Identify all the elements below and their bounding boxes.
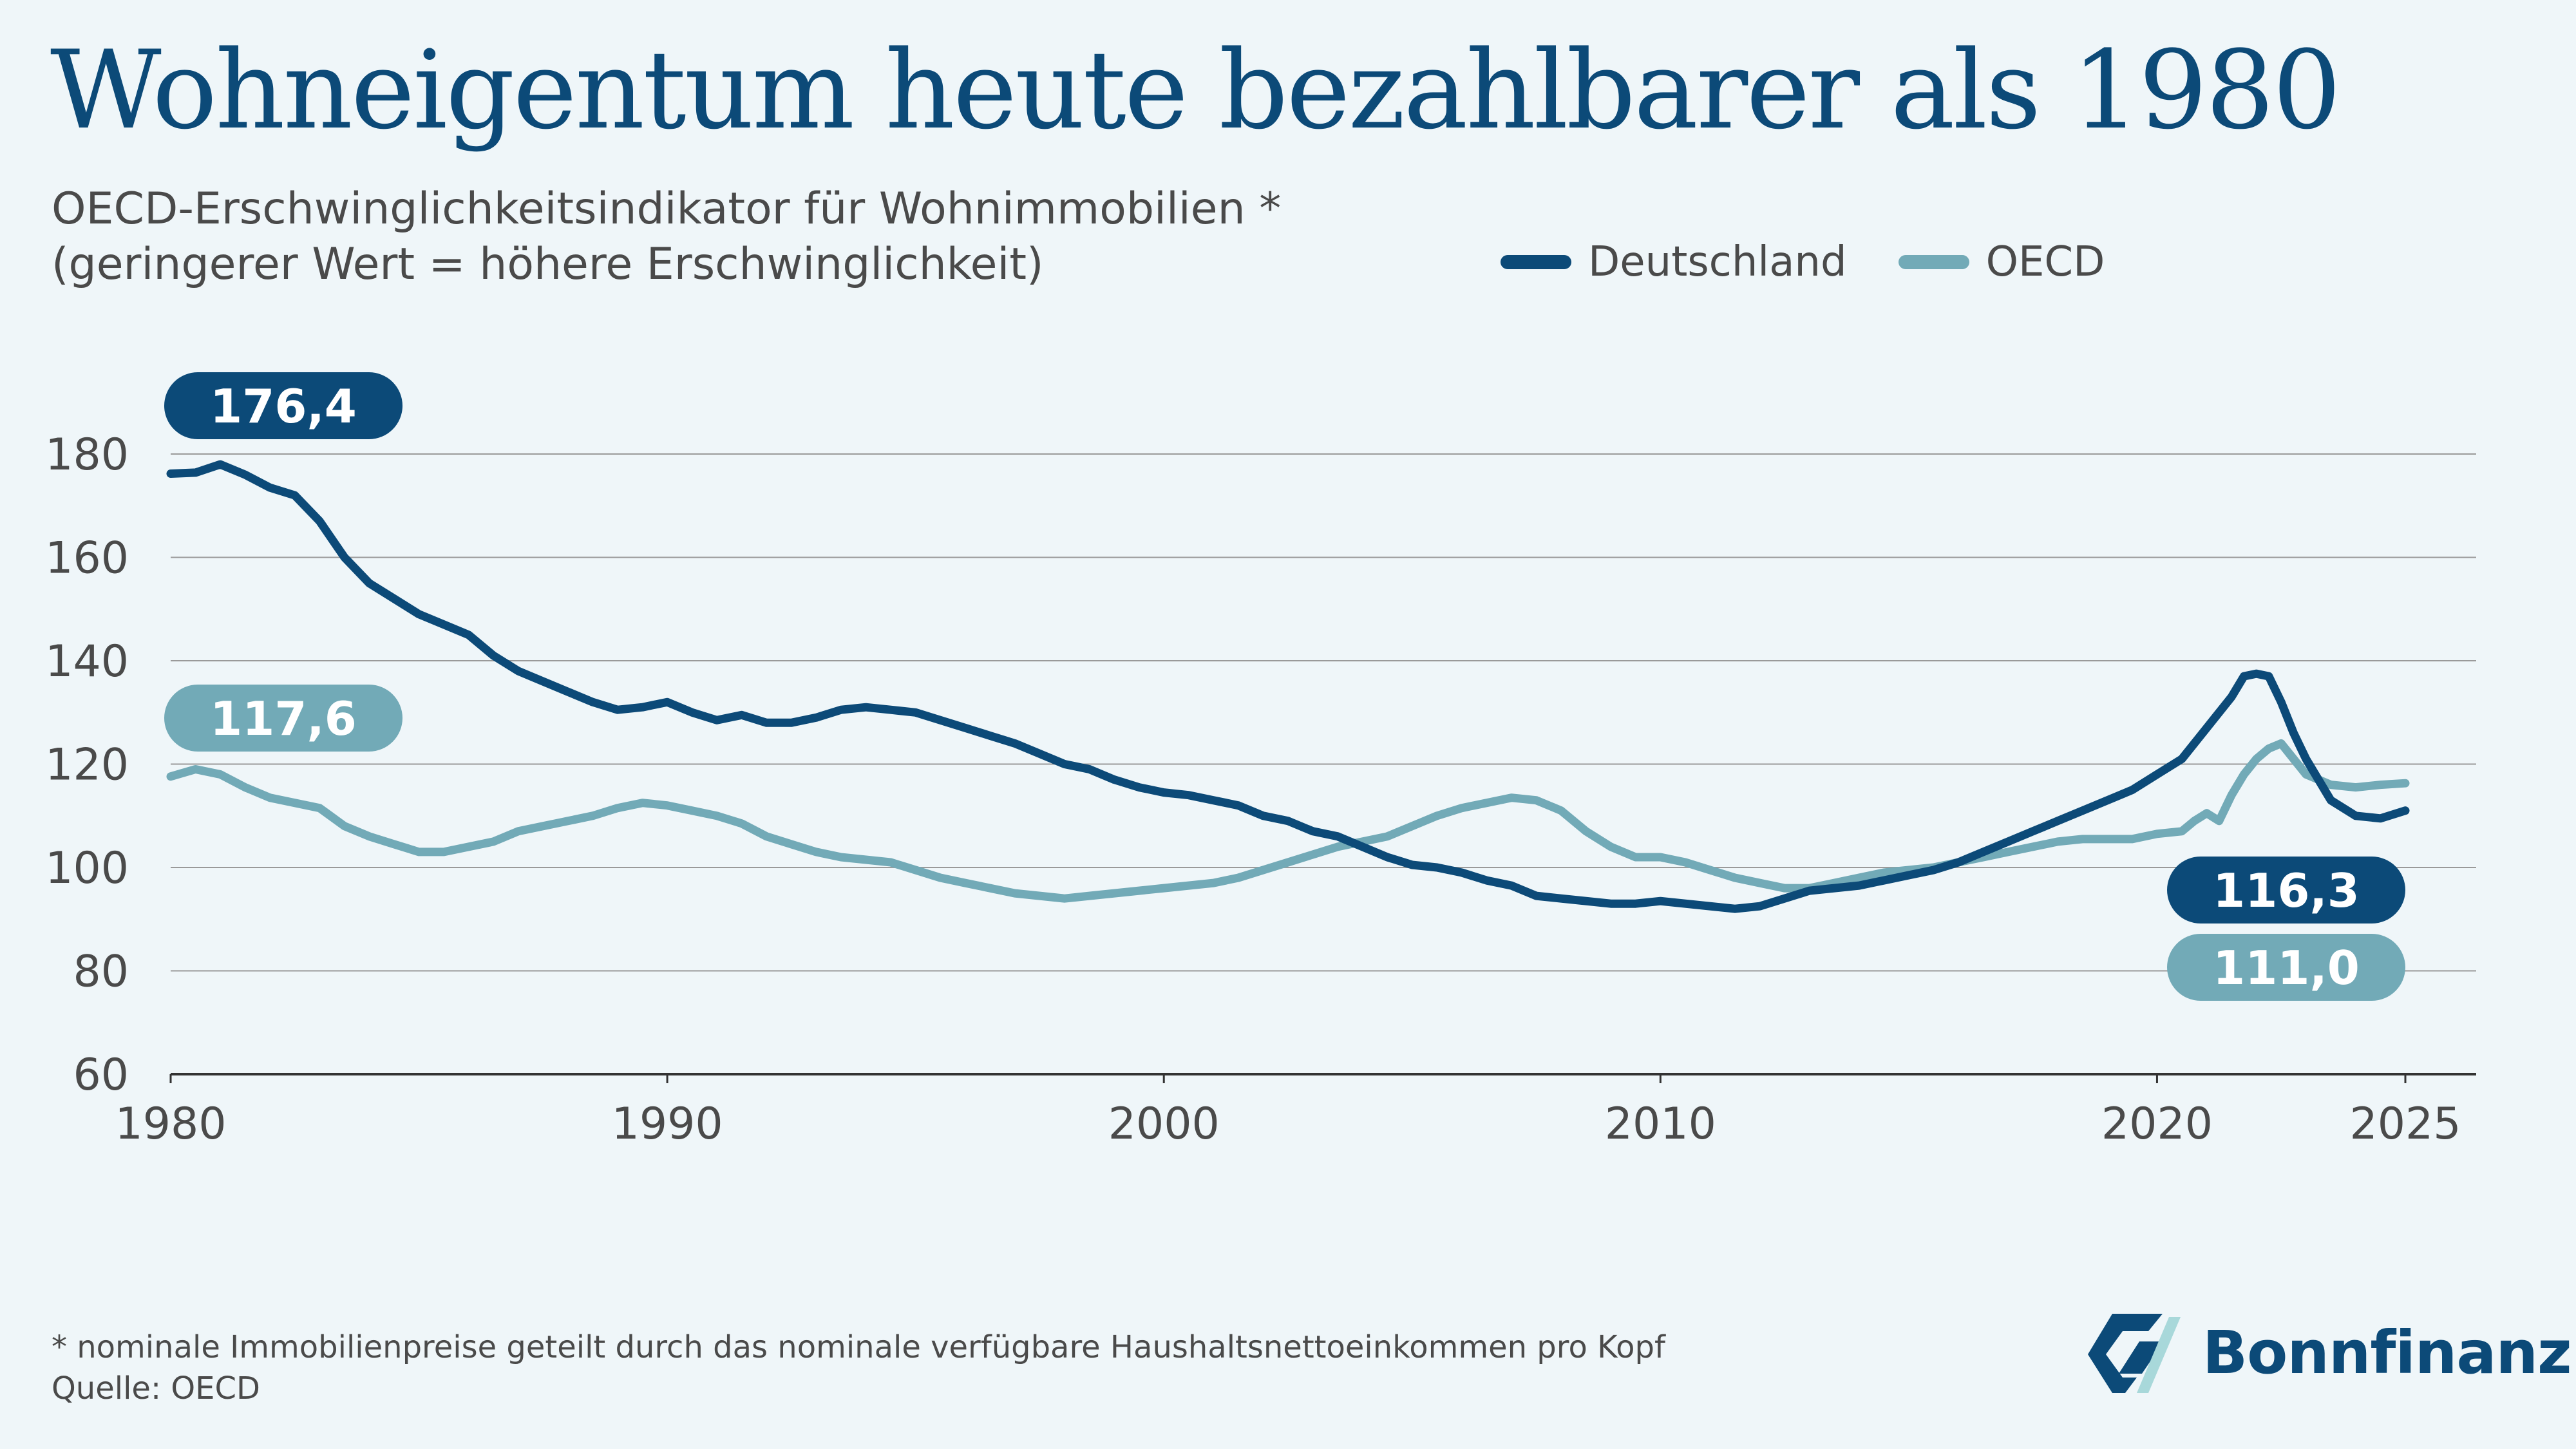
- grid-lines: [171, 453, 2476, 1075]
- y-tick-label: 140: [45, 636, 129, 687]
- y-tick-label: 100: [45, 843, 129, 894]
- legend-label-oecd: OECD: [1985, 238, 2105, 286]
- badge-oecd-end: 111,0: [2167, 934, 2405, 1001]
- x-tick-label: 2000: [1108, 1099, 1220, 1150]
- legend-label-deutschland: Deutschland: [1588, 238, 1847, 286]
- brand-logo: Bonnfinanz: [2087, 1311, 2572, 1394]
- badge-oecd-end-text: 111,0: [2213, 941, 2360, 995]
- y-tick-label: 180: [45, 430, 129, 480]
- badge-deutschland-start-pill: [164, 372, 402, 439]
- chart-subtitle: OECD-Erschwinglichkeitsindikator für Woh…: [52, 182, 1281, 292]
- chart-title: Wohneigentum heute bezahlbarer als 1980: [50, 27, 2341, 153]
- badge-oecd-start-pill: [164, 685, 402, 752]
- badge-deutschland-end-text: 116,3: [2213, 864, 2360, 918]
- y-tick-label: 120: [45, 740, 129, 791]
- legend-item-deutschland: Deutschland: [1501, 238, 1847, 286]
- value-badges: 176,4 117,6 116,3 111,0: [164, 372, 2405, 1001]
- footnote-definition: * nominale Immobilienpreise geteilt durc…: [52, 1329, 1665, 1365]
- x-tick-label: 2025: [2349, 1099, 2461, 1150]
- badge-oecd-end-pill: [2167, 934, 2405, 1001]
- badge-oecd-start-text: 117,6: [210, 692, 357, 746]
- badge-deutschland-end-pill: [2167, 857, 2405, 923]
- badge-deutschland-start-text: 176,4: [210, 379, 357, 433]
- subtitle-line-2: (geringerer Wert = höhere Erschwinglichk…: [52, 239, 1044, 290]
- y-tick-label: 80: [73, 947, 129, 998]
- y-tick-label: 160: [45, 533, 129, 584]
- x-tick-label: 2020: [2101, 1099, 2213, 1150]
- source-note: Quelle: OECD: [52, 1370, 260, 1406]
- series-lines: [166, 460, 2410, 913]
- subtitle-line-1: OECD-Erschwinglichkeitsindikator für Woh…: [52, 184, 1282, 234]
- x-tick-label: 1990: [612, 1099, 723, 1150]
- legend: Deutschland OECD: [1501, 238, 2156, 286]
- badge-deutschland-end: 116,3: [2167, 857, 2405, 923]
- legend-item-oecd: OECD: [1898, 238, 2105, 286]
- bonnfinanz-logo-icon: [2088, 1314, 2181, 1393]
- legend-swatch-oecd: [1898, 255, 1969, 269]
- badge-oecd-start: 117,6: [164, 685, 402, 752]
- badge-deutschland-start: 176,4: [164, 372, 402, 439]
- footnote: * nominale Immobilienpreise geteilt durc…: [52, 1327, 1665, 1409]
- axis-labels: 60 80 100 120 140 160 180 1980 1990 2000 2010 2020 2…: [45, 430, 2461, 1150]
- series-line-deutschland: [166, 460, 2410, 913]
- y-tick-label: 60: [73, 1050, 129, 1101]
- brand-name: Bonnfinanz: [2202, 1318, 2572, 1387]
- x-tick-label: 2010: [1605, 1099, 1716, 1150]
- x-tick-label: 1980: [115, 1099, 226, 1150]
- legend-swatch-deutschland: [1501, 255, 1571, 269]
